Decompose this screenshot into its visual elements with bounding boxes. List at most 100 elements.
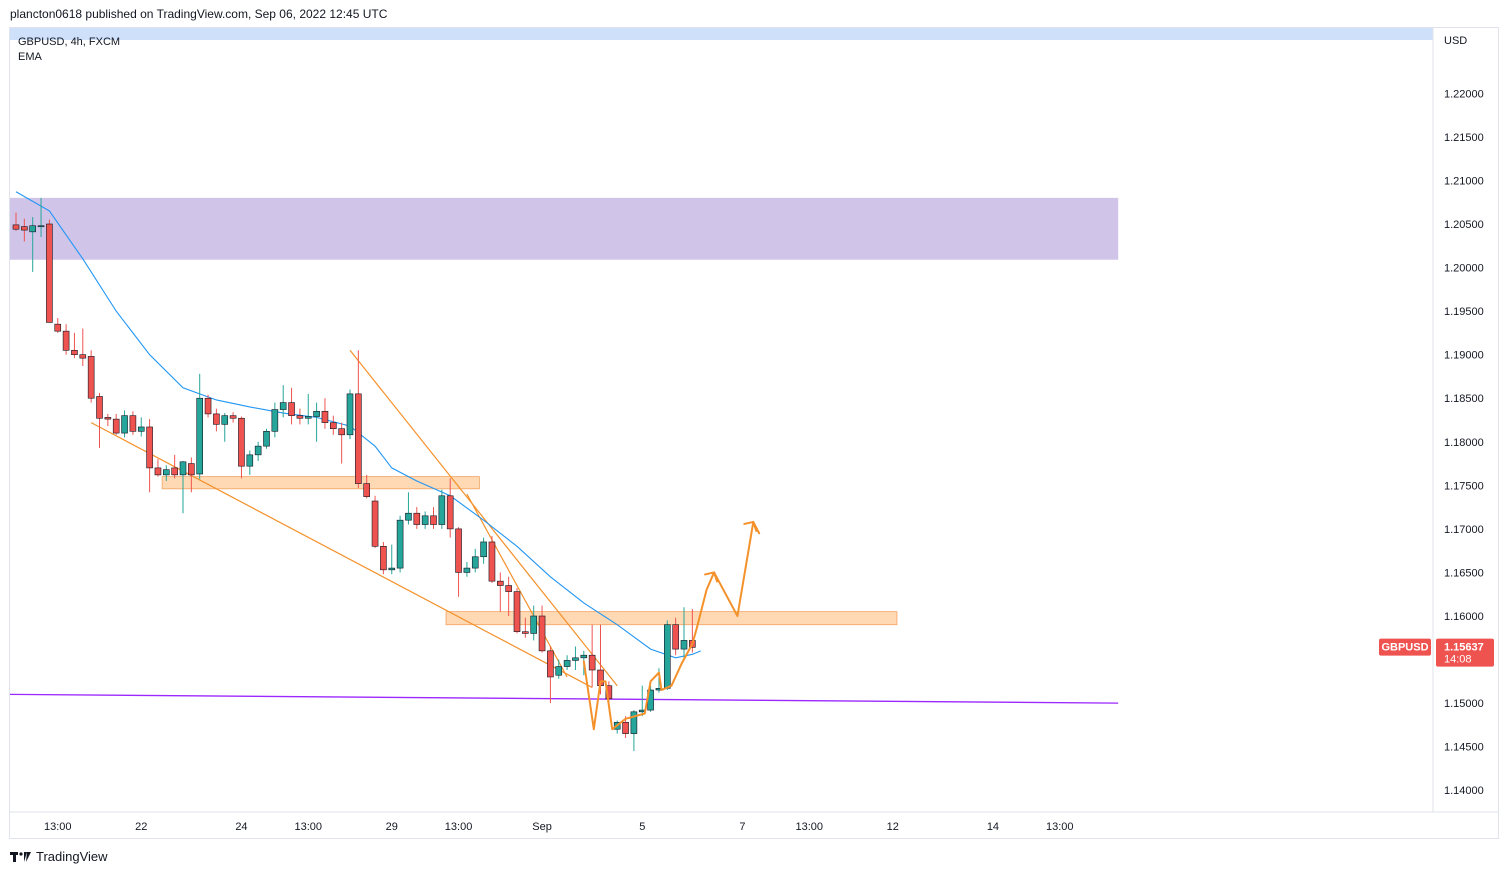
candle-body xyxy=(371,500,379,547)
candle xyxy=(271,402,279,438)
price-tick-label: 1.16000 xyxy=(1444,611,1484,623)
symbol-tag-bg xyxy=(1379,638,1431,656)
price-tag-bg xyxy=(1436,638,1494,667)
candle-body xyxy=(296,415,304,419)
candle xyxy=(96,392,103,448)
candle xyxy=(137,417,145,437)
candle-body xyxy=(112,418,120,434)
candles-layer xyxy=(12,197,696,752)
candle xyxy=(522,617,529,638)
price-tick-label: 1.22000 xyxy=(1444,88,1484,100)
candle xyxy=(488,535,496,583)
price-tick-label: 1.15000 xyxy=(1444,698,1484,710)
candle-body xyxy=(304,416,312,419)
time-tick-label: 29 xyxy=(386,821,398,833)
candle-body xyxy=(79,354,87,359)
candle xyxy=(446,478,454,538)
candle-body xyxy=(663,624,671,689)
price-tick-label: 1.14500 xyxy=(1444,742,1484,754)
time-tick-label: 5 xyxy=(639,821,645,833)
candle-body xyxy=(438,495,446,525)
candle xyxy=(129,411,137,435)
candle-body xyxy=(213,413,220,425)
time-tick-label: 13:00 xyxy=(294,821,322,833)
price-tag-countdown: 14:08 xyxy=(1444,654,1472,666)
candle xyxy=(513,588,521,634)
candle-body xyxy=(279,402,287,410)
candle xyxy=(547,646,554,704)
candle xyxy=(471,548,479,573)
candle-body xyxy=(121,415,128,434)
candle-body xyxy=(363,483,371,497)
trendlines-layer xyxy=(90,349,618,688)
candle xyxy=(363,474,371,499)
candle xyxy=(87,350,95,403)
candle xyxy=(455,527,462,597)
sr-zone-upper xyxy=(161,476,480,490)
time-tick-label: 13:00 xyxy=(445,821,473,833)
candle xyxy=(563,655,571,671)
candle-body xyxy=(246,454,254,467)
candle xyxy=(296,408,304,425)
candle-body xyxy=(104,417,112,420)
candle xyxy=(355,350,362,488)
symbol-tag-label: GBPUSD xyxy=(1381,642,1428,654)
candle xyxy=(438,489,446,529)
candle xyxy=(121,410,128,438)
candle-body xyxy=(329,422,337,430)
footer-brand[interactable]: TradingView xyxy=(10,849,108,864)
symbol-info[interactable]: GBPUSD, 4h, FXCM xyxy=(18,36,121,48)
candle-body xyxy=(263,431,270,447)
chart-legend: GBPUSD, 4h, FXCM EMA xyxy=(18,35,120,65)
candle-body xyxy=(179,461,187,476)
candle xyxy=(279,385,287,418)
price-tag-value: 1.15637 xyxy=(1444,642,1484,654)
candle-body xyxy=(62,330,70,351)
candle-body xyxy=(496,580,504,586)
ema-line xyxy=(15,191,701,659)
candle-body xyxy=(405,512,412,521)
candle xyxy=(480,537,487,564)
falling-wedge-upper xyxy=(349,349,618,687)
candle-body xyxy=(163,469,170,476)
candle-body xyxy=(129,415,137,432)
candle-body xyxy=(622,721,629,734)
candle xyxy=(188,457,195,493)
candle xyxy=(254,441,262,461)
price-tick-label: 1.19000 xyxy=(1444,350,1484,362)
chart-frame xyxy=(9,27,1499,839)
time-tick-label: 22 xyxy=(135,821,147,833)
sr-zone-lower xyxy=(445,611,898,626)
candle-body xyxy=(446,495,454,530)
candle xyxy=(229,412,237,423)
candle xyxy=(505,576,512,616)
candle-body xyxy=(154,467,162,476)
candle xyxy=(204,394,212,418)
price-tick-label: 1.16500 xyxy=(1444,567,1484,579)
time-tick-label: 7 xyxy=(739,821,745,833)
candle-body xyxy=(680,640,688,650)
candle-body xyxy=(522,631,529,634)
ema-layer xyxy=(15,191,701,659)
candle xyxy=(196,373,203,480)
price-tick-label: 1.17500 xyxy=(1444,480,1484,492)
candle-body xyxy=(229,415,237,419)
candle-body xyxy=(12,224,20,230)
time-tick-label: 12 xyxy=(887,821,899,833)
time-tick-label: 24 xyxy=(235,821,247,833)
candle-body xyxy=(196,397,203,475)
candle-body xyxy=(555,666,563,676)
candle xyxy=(313,402,320,442)
candle-body xyxy=(29,225,37,233)
candle xyxy=(221,413,229,442)
support-line xyxy=(9,693,1119,704)
candle-body xyxy=(530,615,538,634)
indicator-ema-label[interactable]: EMA xyxy=(18,51,42,63)
candle xyxy=(413,507,421,529)
candle-body xyxy=(254,445,262,456)
candle-body xyxy=(463,567,471,573)
candle-body xyxy=(188,463,195,476)
candle-body xyxy=(171,467,178,476)
candle xyxy=(346,389,354,440)
